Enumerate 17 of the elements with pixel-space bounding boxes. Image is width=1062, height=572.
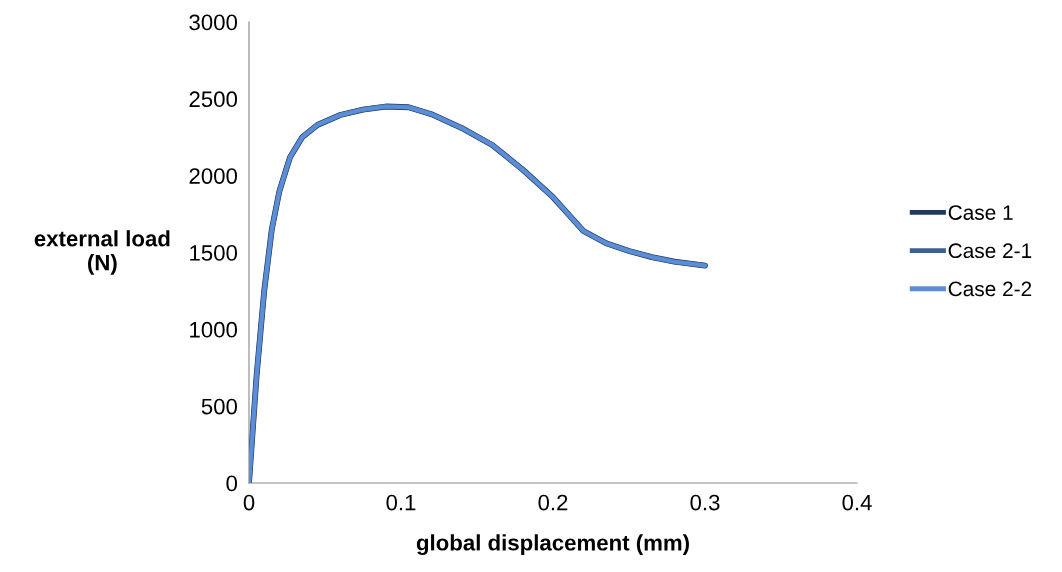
x-tick-label: 0.2 (538, 494, 568, 511)
y-axis-title: external load (N) (34, 230, 170, 275)
x-axis-title: global displacement (mm) (416, 534, 689, 556)
y-tick-label: 1000 (190, 321, 238, 338)
x-tick-label: 0.3 (690, 494, 720, 511)
x-tick-label: 0.4 (842, 494, 872, 511)
x-tick-label: 0 (243, 494, 255, 511)
x-tick-label: 0.1 (386, 494, 416, 511)
legend-label: Case 1 (948, 205, 1013, 220)
y-tick-label: 2500 (189, 91, 238, 108)
y-tick-label: 1500 (190, 245, 238, 261)
y-tick-label: 0 (226, 475, 238, 492)
legend-label: Case 2-1 (948, 243, 1032, 259)
y-tick-label: 2000 (189, 168, 238, 184)
legend-label: Case 2-2 (948, 281, 1032, 297)
y-tick-label: 3000 (189, 14, 238, 31)
y-tick-label: 500 (201, 398, 238, 415)
